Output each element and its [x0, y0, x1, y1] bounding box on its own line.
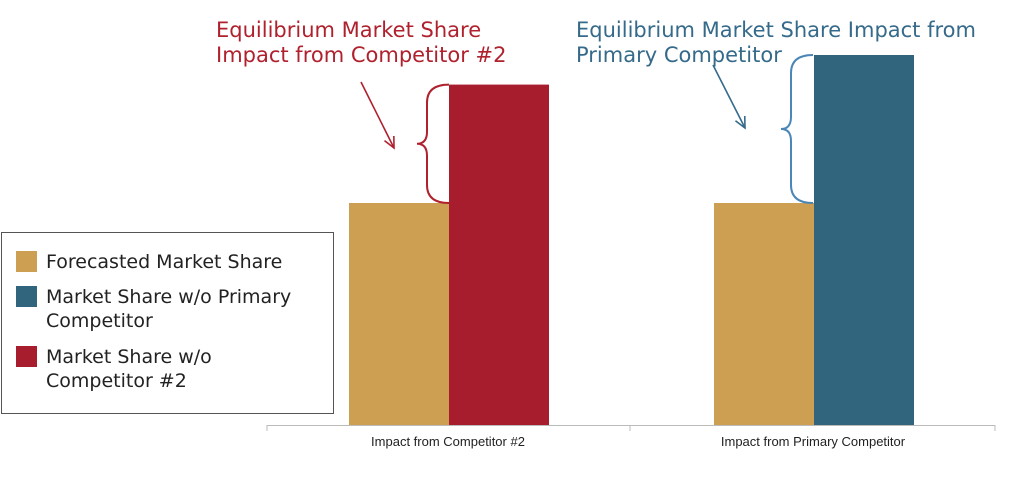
legend-label: Market Share w/o Competitor #2: [46, 346, 212, 392]
bar-forecasted-market-share: [714, 203, 814, 425]
legend-item-primary: Market Share w/o Primary Competitor: [16, 285, 316, 333]
brace-primary-competitor: [780, 54, 814, 204]
legend-swatch: [16, 251, 37, 272]
brace-competitor-2: [416, 83, 450, 204]
bar-market-share-w-o-primary-competitor: [814, 55, 914, 425]
annotation-line: Impact from Competitor #2: [216, 43, 507, 67]
legend-label: Market Share w/o Primary Competitor: [46, 286, 292, 332]
legend: Forecasted Market Share Market Share w/o…: [1, 232, 334, 414]
bar-forecasted-market-share: [349, 203, 449, 425]
annotation-primary-competitor: Equilibrium Market Share Impact from Pri…: [576, 18, 976, 68]
annotation-line: Primary Competitor: [576, 43, 782, 67]
arrow-primary-competitor: [712, 64, 746, 129]
legend-item-competitor-2: Market Share w/o Competitor #2: [16, 345, 256, 393]
arrow-competitor-2: [360, 81, 395, 149]
legend-item-forecasted: Forecasted Market Share: [16, 250, 282, 274]
legend-label: Forecasted Market Share: [46, 251, 283, 273]
bar-market-share-w-o-competitor-2: [449, 84, 549, 425]
arrow-competitor-2-head: [384, 135, 395, 150]
annotation-competitor-2: Equilibrium Market Share Impact from Com…: [216, 18, 506, 68]
legend-swatch: [16, 286, 37, 307]
x-tick-label: Impact from Competitor #2: [371, 434, 525, 449]
arrow-primary-competitor-head: [734, 115, 746, 130]
x-tick-label: Impact from Primary Competitor: [721, 434, 906, 449]
legend-swatch: [16, 346, 37, 367]
annotation-line: Equilibrium Market Share: [216, 18, 482, 42]
annotation-line: Equilibrium Market Share Impact from: [576, 18, 976, 42]
